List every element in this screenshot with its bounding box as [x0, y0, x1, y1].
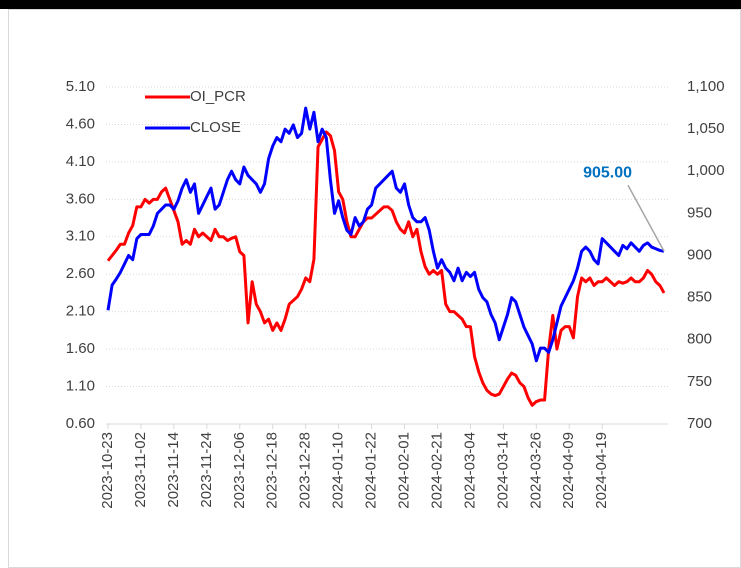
y2-tick-label: 700: [687, 415, 712, 432]
legend-label: OI_PCR: [190, 88, 246, 105]
line-series: [106, 130, 666, 407]
grid: [106, 86, 668, 429]
x-tick-label: 2023-11-24: [198, 432, 215, 508]
y2-tick-label: 800: [687, 331, 712, 348]
y-tick-label: 2.60: [66, 265, 95, 282]
line-series: [106, 106, 665, 363]
x-tick-label: 2024-03-04: [461, 432, 478, 509]
label-leader: [627, 184, 665, 252]
chart-frame: [8, 9, 741, 568]
top-bar: [0, 0, 741, 9]
y2-tick-label: 950: [687, 204, 712, 221]
y2-tick-label: 850: [687, 289, 712, 306]
x-tick-label: 2023-12-06: [231, 432, 248, 509]
x-tick-label: 2024-02-01: [396, 432, 413, 509]
y2-tick-label: 1,000: [687, 162, 725, 179]
y2-tick-label: 900: [687, 246, 712, 263]
y-tick-label: 4.10: [66, 153, 95, 170]
x-tick-label: 2024-04-09: [560, 432, 577, 509]
x-tick-label: 2023-11-14: [165, 432, 182, 508]
x-tick-label: 2023-10-23: [99, 432, 116, 509]
y2-tick-label: 1,050: [687, 120, 725, 137]
data-label: 905.00: [583, 165, 632, 182]
x-tick-label: 2024-02-21: [428, 432, 445, 509]
y2-tick-label: 750: [687, 373, 712, 390]
x-tick-label: 2023-12-28: [297, 432, 314, 509]
y-tick-label: 3.60: [66, 190, 95, 207]
x-tick-label: 2024-03-26: [527, 432, 544, 509]
x-tick-label: 2023-12-18: [264, 432, 281, 509]
x-tick-label: 2023-11-02: [132, 432, 149, 508]
y-tick-label: 4.60: [66, 115, 95, 132]
y-tick-label: 3.10: [66, 228, 95, 245]
y-tick-label: 2.10: [66, 303, 95, 320]
plot: [106, 106, 666, 407]
y-tick-label: 1.10: [66, 378, 95, 395]
y2-tick-label: 1,100: [687, 78, 725, 95]
x-tick-label: 2024-03-14: [494, 432, 511, 509]
legend-label: CLOSE: [190, 119, 241, 136]
y-tick-label: 0.60: [66, 415, 95, 432]
x-tick-label: 2024-04-19: [593, 432, 610, 509]
x-tick-label: 2024-01-22: [363, 432, 380, 509]
y-tick-label: 1.60: [66, 340, 95, 357]
y-tick-label: 5.10: [66, 78, 95, 95]
x-tick-label: 2024-01-10: [330, 432, 347, 509]
